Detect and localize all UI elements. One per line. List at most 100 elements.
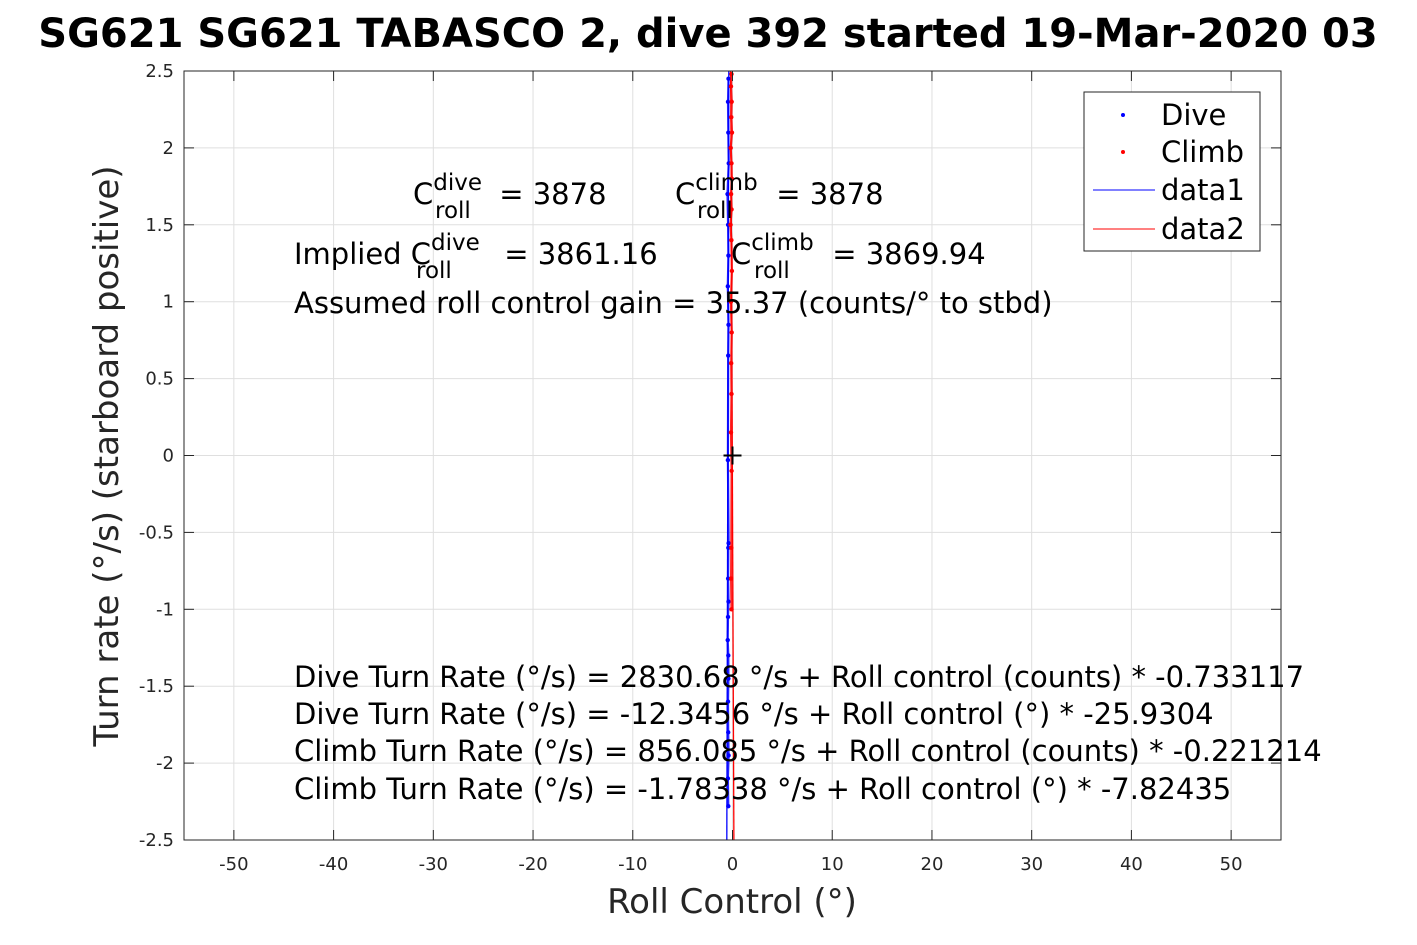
legend-climb-marker	[1121, 150, 1125, 154]
climb-point-8	[728, 191, 734, 197]
climb-point-14	[729, 330, 734, 335]
data-layer	[723, 70, 742, 841]
dive-point-19	[725, 699, 731, 704]
c-climb-sup: climb	[695, 170, 757, 196]
climb-point-7	[729, 176, 735, 181]
implied-climb-sup: climb	[751, 230, 813, 256]
climb-point-11	[729, 237, 734, 243]
implied-dive-sub: roll	[416, 258, 452, 284]
dive-point-7	[725, 284, 731, 289]
legend-box	[1083, 91, 1261, 252]
dive-point-8	[726, 322, 731, 327]
annotation-c-climb: Cclimb roll = 3878	[675, 170, 884, 224]
annotation-eq4: Climb Turn Rate (°/s) = -1.78338 °/s + R…	[294, 772, 1231, 806]
dive-point-23	[726, 803, 731, 809]
c-dive-post: = 3878	[490, 177, 607, 211]
climb-point-2	[729, 99, 734, 104]
climb-point-21	[729, 607, 734, 612]
dive-point-10	[725, 457, 731, 463]
climb-point-19	[729, 545, 734, 550]
dive-point-0	[726, 76, 731, 81]
x-tick-labels: -50 -40 -30 -20 -10 0 10 20 30 40 50	[219, 854, 1242, 875]
annotation-implied-dive: Implied Cdive roll = 3861.16	[294, 230, 658, 284]
y-tick-label-8: 1.5	[145, 215, 174, 236]
dive-point-1	[725, 99, 731, 104]
x-tick-label-10: 50	[1220, 854, 1243, 875]
climb-point-12	[729, 268, 735, 274]
implied-dive-post: = 3861.16	[495, 237, 658, 271]
x-tick-label-2: -30	[419, 854, 448, 875]
legend-dive-label: Dive	[1161, 98, 1226, 132]
x-tick-label-1: -40	[319, 854, 348, 875]
annotation-c-dive: Cdive roll = 3878	[413, 170, 607, 224]
legend-dive-marker	[1121, 113, 1125, 117]
y-tick-label-4: -0.5	[139, 522, 174, 543]
dive-point-15	[725, 614, 731, 620]
y-tick-label-10: 2.5	[145, 61, 174, 82]
dive-point-6	[726, 253, 731, 258]
climb-point-16	[729, 391, 734, 397]
trace-dive	[726, 78, 730, 807]
dive-point-21	[726, 753, 731, 758]
climb-point-10	[728, 222, 733, 227]
chart-title: SG621 SG621 TABASCO 2, dive 392 started …	[38, 11, 1377, 57]
climb-point-3	[729, 114, 734, 120]
tick-marks	[184, 70, 1281, 841]
y-tick-label-7: 1	[163, 292, 174, 313]
x-tick-label-6: 10	[821, 854, 844, 875]
dive-point-16	[725, 637, 730, 643]
c-dive-pre: C	[413, 177, 433, 211]
implied-dive-pre: Implied C	[294, 237, 431, 271]
dive-point-20	[726, 730, 731, 735]
x-tick-label-5: 0	[727, 854, 738, 875]
c-dive-sup: dive	[433, 170, 482, 196]
c-climb-pre: C	[675, 177, 695, 211]
trace-climb	[729, 74, 734, 610]
y-tick-label-6: 0.5	[145, 369, 174, 390]
annotations: Cdive roll = 3878 Cclimb roll = 3878 Impli…	[294, 170, 1322, 806]
climb-point-0	[729, 71, 734, 77]
y-axis-label: Turn rate (°/s) (starboard positive)	[87, 165, 127, 747]
y-tick-label-1: -2	[156, 753, 174, 774]
y-tick-label-5: 0	[163, 446, 174, 467]
climb-point-18	[729, 468, 734, 474]
annotation-implied-climb: Cclimb roll = 3869.94	[731, 230, 986, 284]
implied-dive-sup: dive	[431, 230, 480, 256]
c-climb-post: = 3878	[767, 177, 884, 211]
annotation-eq2: Dive Turn Rate (°/s) = -12.3456 °/s + Ro…	[294, 697, 1214, 731]
legend-data2-label: data2	[1161, 212, 1245, 246]
y-tick-labels: -2.5 -2 -1.5 -1 -0.5 0 0.5 1 1.5 2 2.5	[139, 61, 174, 851]
climb-point-4	[729, 130, 735, 135]
dive-point-9	[726, 353, 731, 358]
dive-point-18	[726, 676, 731, 681]
x-tick-label-0: -50	[219, 854, 248, 875]
x-tick-label-9: 40	[1120, 854, 1143, 875]
legend-data1-label: data1	[1161, 173, 1245, 207]
climb-point-1	[728, 84, 734, 89]
implied-climb-post: = 3869.94	[823, 237, 986, 271]
climb-point-13	[728, 299, 734, 304]
y-tick-label-0: -2.5	[139, 830, 174, 851]
implied-climb-pre: C	[731, 237, 751, 271]
x-tick-label-3: -20	[518, 854, 547, 875]
c-dive-sub: roll	[435, 198, 471, 224]
y-tick-label-2: -1.5	[139, 676, 174, 697]
climb-point-6	[729, 161, 734, 166]
climb-point-9	[729, 207, 734, 212]
c-climb-sub: roll	[697, 198, 733, 224]
x-tick-label-8: 30	[1020, 854, 1043, 875]
legend[interactable]: Dive Climb data1 data2	[1083, 91, 1261, 252]
x-tick-label-4: -10	[618, 854, 647, 875]
implied-climb-sub: roll	[754, 258, 790, 284]
annotation-eq1: Dive Turn Rate (°/s) = 2830.68 °/s + Rol…	[294, 660, 1304, 694]
dive-point-17	[726, 653, 731, 658]
x-axis-label: Roll Control (°)	[607, 882, 857, 922]
annotation-gain: Assumed roll control gain = 35.37 (count…	[294, 286, 1053, 320]
legend-climb-label: Climb	[1161, 135, 1244, 169]
dive-point-14	[726, 599, 731, 604]
y-tick-label-3: -1	[156, 599, 174, 620]
dive-point-22	[725, 776, 731, 781]
x-tick-label-7: 20	[921, 854, 944, 875]
climb-point-20	[728, 576, 734, 581]
